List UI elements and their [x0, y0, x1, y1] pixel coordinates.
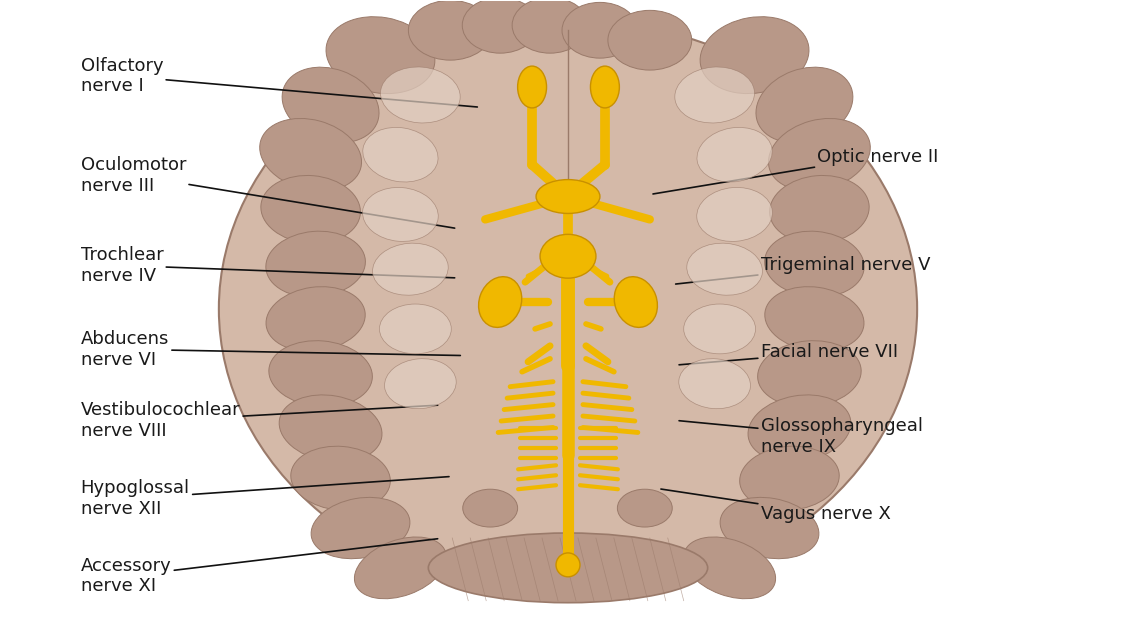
Ellipse shape	[615, 276, 658, 328]
Text: Facial nerve VII: Facial nerve VII	[679, 343, 897, 365]
Ellipse shape	[679, 359, 751, 409]
Ellipse shape	[540, 235, 596, 278]
Ellipse shape	[747, 395, 851, 462]
Ellipse shape	[219, 21, 917, 598]
Text: Accessory
nerve XI: Accessory nerve XI	[81, 539, 437, 595]
Ellipse shape	[758, 341, 861, 407]
Ellipse shape	[326, 17, 435, 94]
Ellipse shape	[740, 446, 840, 510]
Ellipse shape	[381, 67, 460, 123]
Ellipse shape	[408, 1, 492, 60]
Ellipse shape	[518, 66, 546, 108]
Ellipse shape	[684, 537, 776, 599]
Text: Glossopharyngeal
nerve IX: Glossopharyngeal nerve IX	[679, 417, 922, 456]
Ellipse shape	[617, 489, 673, 527]
Ellipse shape	[269, 341, 373, 407]
Text: Olfactory
nerve I: Olfactory nerve I	[81, 57, 477, 107]
Ellipse shape	[765, 232, 864, 297]
Ellipse shape	[478, 276, 521, 328]
Ellipse shape	[362, 127, 438, 182]
Ellipse shape	[675, 67, 754, 123]
Ellipse shape	[608, 11, 692, 70]
Ellipse shape	[373, 243, 449, 295]
Ellipse shape	[698, 127, 772, 182]
Text: Vagus nerve X: Vagus nerve X	[661, 489, 891, 523]
Ellipse shape	[562, 2, 637, 58]
Ellipse shape	[720, 497, 819, 558]
Ellipse shape	[769, 175, 869, 243]
Text: Trigeminal nerve V: Trigeminal nerve V	[676, 256, 930, 284]
Ellipse shape	[384, 359, 457, 409]
Ellipse shape	[260, 119, 361, 191]
Ellipse shape	[266, 286, 365, 351]
Ellipse shape	[696, 187, 772, 241]
Ellipse shape	[362, 187, 438, 241]
Ellipse shape	[379, 304, 451, 354]
Text: Hypoglossal
nerve XII: Hypoglossal nerve XII	[81, 477, 449, 518]
Ellipse shape	[687, 243, 762, 295]
Ellipse shape	[462, 489, 518, 527]
Text: Oculomotor
nerve III: Oculomotor nerve III	[81, 156, 454, 228]
Ellipse shape	[536, 180, 600, 213]
Ellipse shape	[354, 537, 446, 599]
Ellipse shape	[279, 395, 382, 462]
Text: Abducens
nerve VI: Abducens nerve VI	[81, 330, 460, 369]
Ellipse shape	[291, 446, 391, 510]
Ellipse shape	[700, 17, 809, 94]
Text: Trochlear
nerve IV: Trochlear nerve IV	[81, 246, 454, 285]
Ellipse shape	[462, 0, 538, 53]
Ellipse shape	[428, 533, 708, 603]
Ellipse shape	[765, 286, 864, 351]
Text: Vestibulocochlear
nerve VIII: Vestibulocochlear nerve VIII	[81, 401, 437, 440]
Text: Optic nerve II: Optic nerve II	[653, 148, 938, 194]
Ellipse shape	[266, 232, 366, 297]
Ellipse shape	[684, 304, 755, 354]
Ellipse shape	[755, 67, 853, 143]
Ellipse shape	[768, 119, 870, 191]
Ellipse shape	[512, 0, 588, 53]
Ellipse shape	[591, 66, 619, 108]
Ellipse shape	[261, 175, 360, 243]
Ellipse shape	[556, 553, 580, 577]
Ellipse shape	[311, 497, 410, 558]
Ellipse shape	[282, 67, 379, 143]
